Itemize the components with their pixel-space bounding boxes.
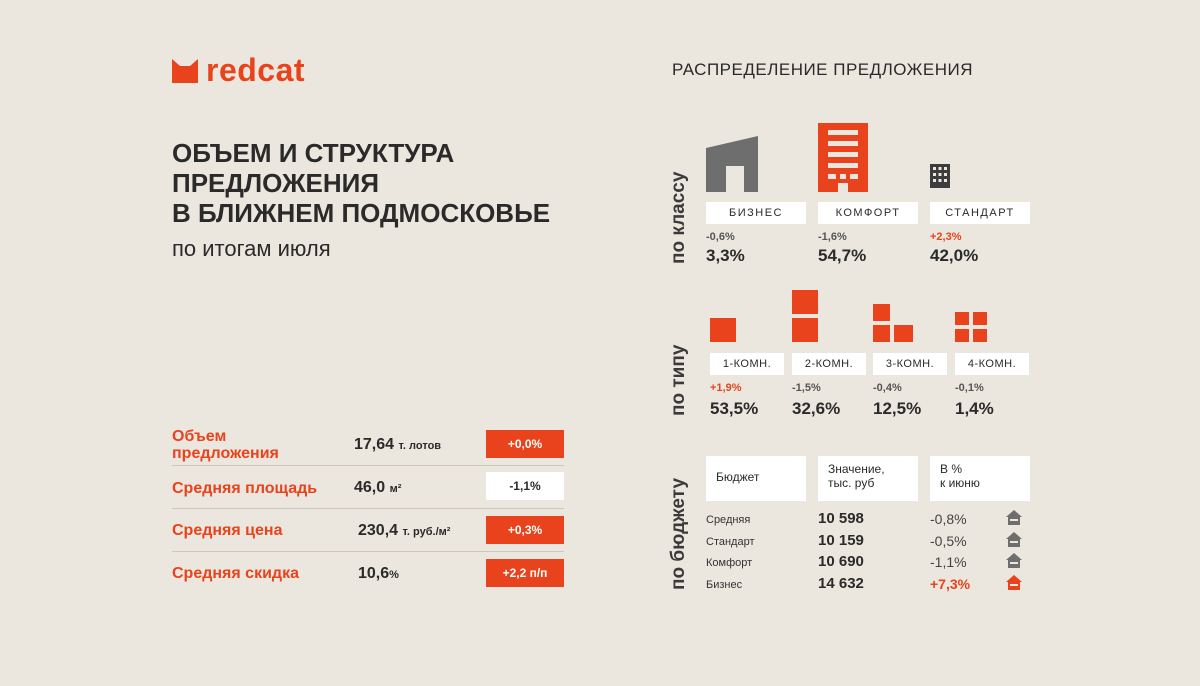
budget-header: Бюджет (706, 456, 806, 501)
budget-row-value: 10 159 (818, 532, 864, 549)
type-label-box: 1-КОМН. (710, 353, 784, 375)
by-class-label: по классу (668, 171, 689, 264)
type-value: 53,5% (710, 399, 759, 418)
budget-row-name: Стандарт (706, 536, 755, 548)
metric-label: Средняя скидка (172, 565, 299, 582)
divider (172, 551, 564, 552)
class-label-box: СТАНДАРТ (930, 202, 1030, 224)
type-value: 12,5% (873, 399, 922, 418)
divider (172, 508, 564, 509)
class-change: -0,6% (706, 231, 735, 243)
three-room-icon (873, 304, 913, 342)
metric-label: Средняя цена (172, 522, 283, 539)
type-value: 1,4% (955, 399, 994, 418)
page-subtitle: по итогам июля (172, 236, 331, 261)
metric-change-badge: -1,1% (486, 472, 564, 500)
house-icon (1006, 510, 1022, 525)
budget-row-change: -0,8% (930, 511, 967, 527)
budget-row-name: Бизнес (706, 579, 743, 591)
class-label-box: КОМФОРТ (818, 202, 918, 224)
metric-change-badge: +2,2 п/п (486, 559, 564, 587)
budget-row-value: 14 632 (818, 575, 864, 592)
two-room-icon (792, 290, 818, 342)
budget-row-name: Средняя (706, 514, 751, 526)
budget-row-change: -1,1% (930, 554, 967, 570)
business-building-icon (706, 136, 758, 192)
metric-value: 10,6% (358, 565, 399, 582)
title-line: ОБЪЕМ И СТРУКТУРА (172, 138, 455, 168)
type-change: -1,5% (792, 382, 821, 394)
title-line: ПРЕДЛОЖЕНИЯ (172, 168, 380, 198)
title-line: В БЛИЖНЕМ ПОДМОСКОВЬЕ (172, 198, 551, 228)
budget-row-value: 10 598 (818, 510, 864, 527)
house-icon (1006, 553, 1022, 568)
divider (172, 465, 564, 466)
metric-change-badge: +0,3% (486, 516, 564, 544)
type-label-box: 3-КОМН. (873, 353, 947, 375)
comfort-building-icon (818, 123, 868, 192)
value-header: Значение, тыс. руб (818, 456, 918, 501)
type-label-box: 4-КОМН. (955, 353, 1029, 375)
type-label-box: 2-КОМН. (792, 353, 866, 375)
budget-row-change: +7,3% (930, 576, 971, 592)
section-title: РАСПРЕДЕЛЕНИЕ ПРЕДЛОЖЕНИЯ (672, 60, 973, 79)
class-change: -1,6% (818, 231, 847, 243)
class-value: 54,7% (818, 246, 867, 265)
house-icon (1006, 575, 1022, 590)
type-change: +1,9% (710, 382, 742, 394)
type-change: -0,1% (955, 382, 984, 394)
class-change: +2,3% (930, 231, 962, 243)
metric-value: 230,4 т. руб./м² (358, 522, 451, 539)
metric-change-badge: +0,0% (486, 430, 564, 458)
cat-icon (172, 58, 198, 83)
percent-header: В % к июню (930, 456, 1030, 501)
by-type-label: по типу (668, 344, 689, 416)
metric-value: 17,64 т. лотов (354, 436, 442, 453)
house-icon (1006, 532, 1022, 547)
metric-label: Объем предложения (172, 428, 279, 462)
brand-logo: redcat (172, 52, 305, 89)
page-title: ОБЪЕМ И СТРУКТУРА ПРЕДЛОЖЕНИЯ В БЛИЖНЕМ … (172, 138, 550, 228)
class-value: 3,3% (706, 246, 745, 265)
one-room-icon (710, 318, 736, 342)
four-room-icon (955, 312, 987, 342)
class-label-box: БИЗНЕС (706, 202, 806, 224)
budget-row-change: -0,5% (930, 533, 967, 549)
metric-value: 46,0 м² (354, 479, 402, 496)
budget-row-value: 10 690 (818, 553, 864, 570)
type-value: 32,6% (792, 399, 841, 418)
brand-name: redcat (206, 52, 306, 88)
standard-building-icon (930, 164, 950, 188)
by-budget-label: по бюджету (668, 477, 689, 590)
budget-row-name: Комфорт (706, 557, 753, 569)
class-value: 42,0% (930, 246, 979, 265)
metric-label: Средняя площадь (172, 480, 318, 497)
type-change: -0,4% (873, 382, 902, 394)
